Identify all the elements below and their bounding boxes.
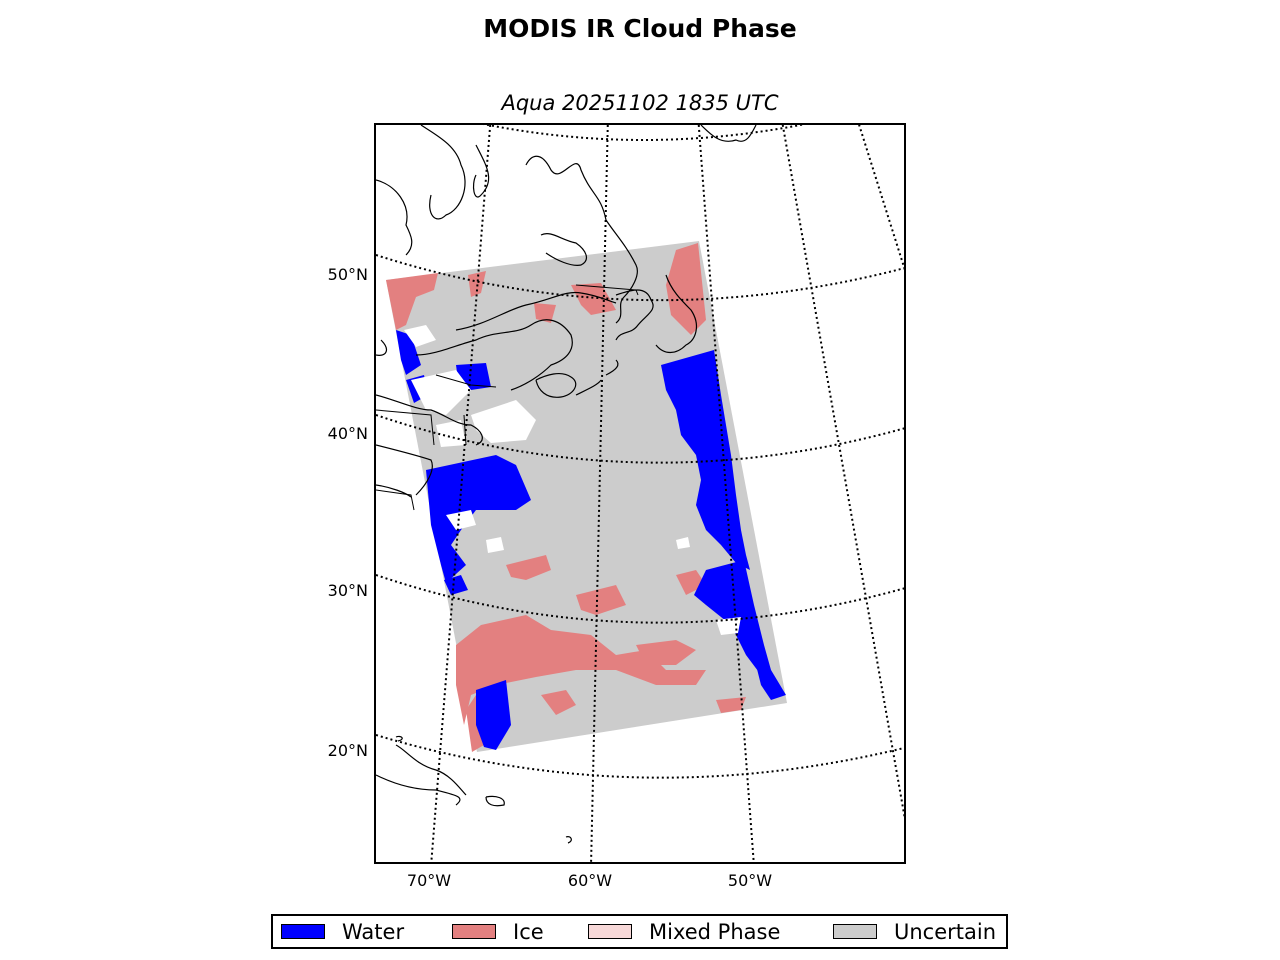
legend-item-ice: Ice — [452, 916, 544, 947]
legend-swatch-mixed-phase — [588, 924, 632, 939]
graticule — [376, 125, 904, 862]
lat-label-30n: 30°N — [327, 581, 368, 600]
map-legend: Water Ice Mixed Phase Uncertain — [271, 914, 1008, 949]
legend-item-mixed-phase: Mixed Phase — [588, 916, 780, 947]
legend-label-water: Water — [342, 919, 405, 944]
figure-title: MODIS IR Cloud Phase — [483, 14, 797, 43]
mixed-phase-regions — [404, 325, 741, 635]
lat-label-50n: 50°N — [327, 265, 368, 284]
legend-item-uncertain: Uncertain — [833, 916, 996, 947]
lon-label-70w: 70°W — [406, 871, 452, 890]
legend-label-mixed-phase: Mixed Phase — [649, 919, 781, 944]
map-canvas — [376, 125, 904, 862]
lon-label-60w: 60°W — [567, 871, 613, 890]
lat-label-40n: 40°N — [327, 424, 368, 443]
lon-label-50w: 50°W — [727, 871, 773, 890]
map-subtitle: Aqua 20251102 1835 UTC — [501, 91, 779, 115]
legend-swatch-uncertain — [833, 924, 877, 939]
coastlines — [376, 125, 757, 844]
legend-label-uncertain: Uncertain — [894, 919, 997, 944]
map-frame — [374, 123, 906, 864]
legend-label-ice: Ice — [513, 919, 544, 944]
legend-swatch-water — [281, 924, 325, 939]
lat-label-20n: 20°N — [327, 741, 368, 760]
legend-item-water: Water — [281, 916, 404, 947]
legend-swatch-ice — [452, 924, 496, 939]
